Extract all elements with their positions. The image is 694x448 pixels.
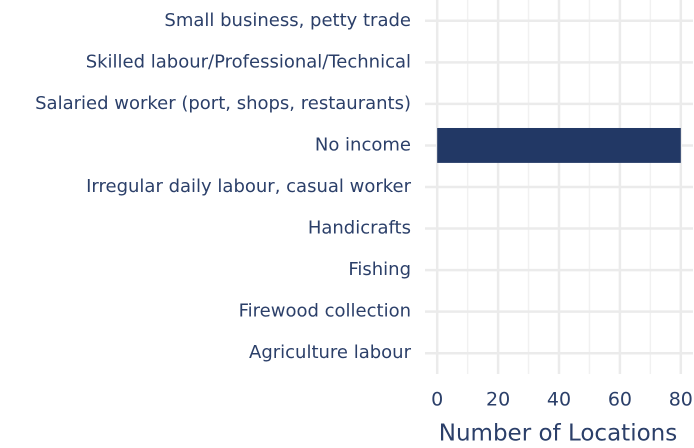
y-tick-label: Irregular daily labour, casual worker xyxy=(86,176,411,197)
x-tick-label: 60 xyxy=(608,389,632,411)
x-axis-title: Number of Locations xyxy=(439,421,677,447)
y-tick-label: Skilled labour/Professional/Technical xyxy=(86,51,411,72)
bar xyxy=(437,127,681,163)
y-tick-label: Salaried worker (port, shops, restaurant… xyxy=(35,93,411,114)
y-tick-label: Agriculture labour xyxy=(249,342,412,363)
grid xyxy=(425,0,693,374)
x-tick-label: 80 xyxy=(669,389,693,411)
y-tick-label: Handicrafts xyxy=(308,218,411,239)
x-tick-label: 0 xyxy=(431,389,443,411)
y-tick-label: No income xyxy=(315,134,411,155)
y-tick-label: Fishing xyxy=(348,259,411,280)
bars xyxy=(437,127,681,163)
y-tick-label: Small business, petty trade xyxy=(164,10,411,31)
x-tick-label: 20 xyxy=(486,389,510,411)
y-tick-label: Firewood collection xyxy=(239,301,411,322)
x-tick-label: 40 xyxy=(547,389,571,411)
